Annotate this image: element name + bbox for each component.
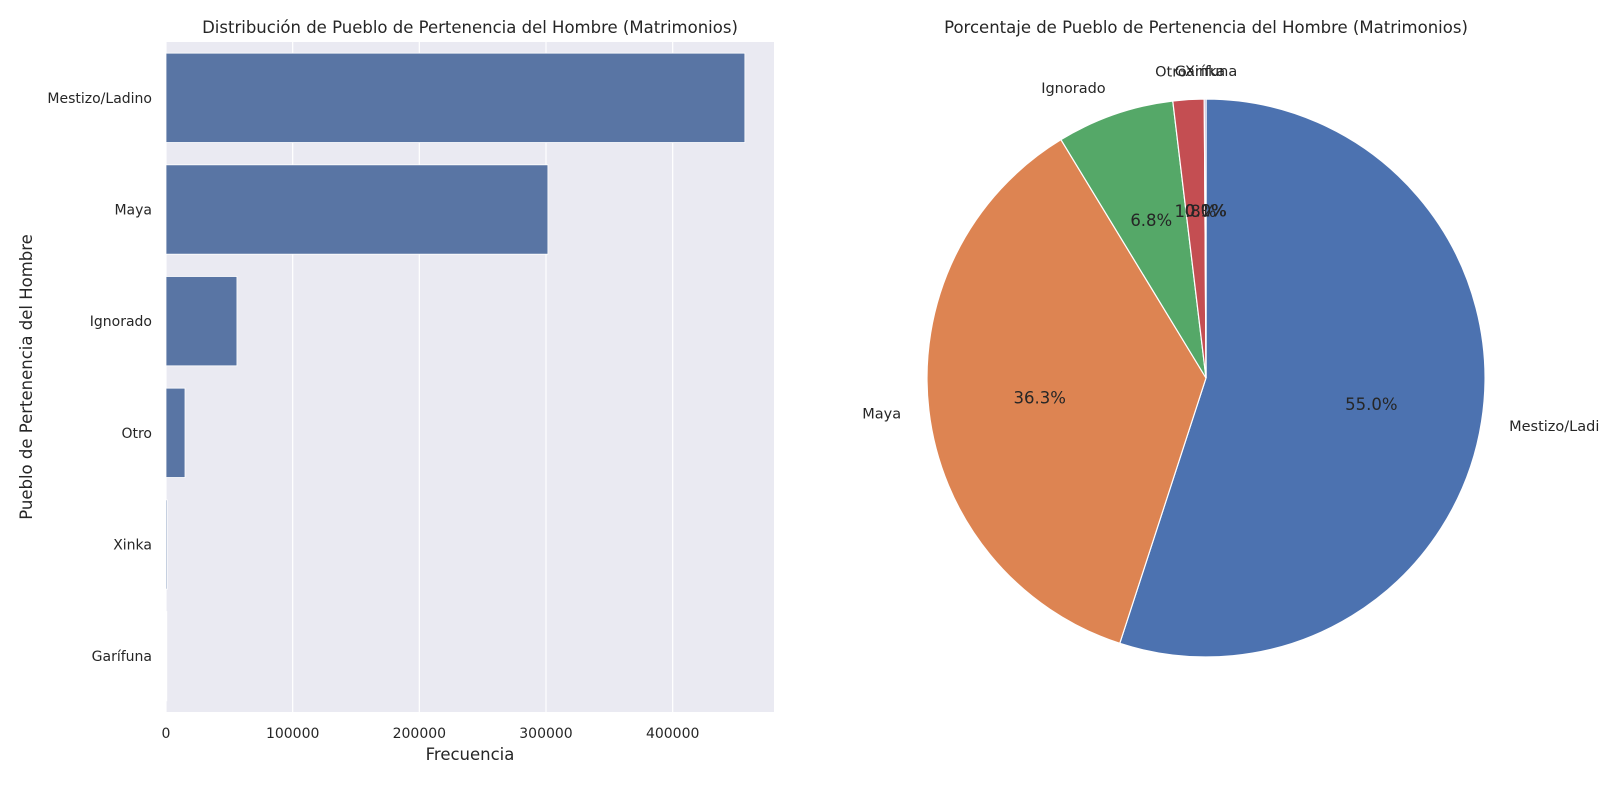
bar-mestizo-ladino [165,52,746,143]
pie-chart-slices [926,98,1486,658]
pie-slice-mestizo-ladino [1119,98,1486,658]
pie-pct-label-ignorado: 6.8% [1130,211,1172,230]
bar-chart-x-tick-label: 0 [162,726,171,742]
pie-pct-label-xinka: 0.1% [1185,202,1227,221]
pie-pct-label-gar-funa: 0.0% [1185,202,1227,221]
bar-chart-y-tick-label: Otro [121,426,152,442]
bar-xinka [165,499,168,590]
bar-ignorado [165,276,238,367]
pie-pct-label-maya: 36.3% [1014,388,1066,407]
bar-chart-x-tick-label: 400000 [646,726,699,742]
pie-slice-ignorado [1060,100,1207,379]
pie-label-otro: Otro [1155,65,1187,81]
bar-chart-x-tick-label: 300000 [519,726,572,742]
pie-chart-title: Porcentaje de Pueblo de Pertenencia del … [944,18,1468,37]
bar-chart-y-tick-label: Ignorado [90,314,152,330]
bar-chart-x-tick-labels: 0 100000 200000 300000 400000 [162,726,700,742]
pie-slice-maya [926,138,1207,645]
bar-chart-bars [165,52,746,702]
bar-chart-x-tick-label: 200000 [393,726,446,742]
bar-chart: Mestizo/Ladino Maya Ignorado Otro Xinka Garíf… [17,18,774,764]
bar-chart-title: Distribución de Pueblo de Pertenencia de… [202,18,738,37]
pie-label-gar-funa: Garífuna [1175,64,1237,80]
pie-pct-label-mestizo-ladino: 55.0% [1345,395,1397,414]
pie-pct-label-otro: 1.8% [1175,202,1217,221]
bar-chart-y-tick-label: Maya [114,203,152,219]
bar-chart-grid [165,42,674,712]
bar-maya [165,164,549,255]
pie-label-xinka: Xinka [1185,64,1225,80]
bar-chart-x-axis-label: Frecuencia [426,745,515,764]
bar-otro [165,387,186,478]
bar-chart-y-tick-label: Mestizo/Ladino [47,91,152,107]
pie-chart-labels: Mestizo/Ladino 55.0% Maya 36.3% Ignorado 6.8%… [862,64,1600,435]
pie-label-maya: Maya [862,407,901,423]
bar-chart-y-tick-labels: Mestizo/Ladino Maya Ignorado Otro Xinka Garíf… [47,91,152,665]
pie-chart: Porcentaje de Pueblo de Pertenencia del … [862,18,1600,658]
bar-gar-funa [165,611,168,702]
bar-chart-y-tick-label: Xinka [113,538,152,554]
bar-chart-y-tick-label: Garífuna [92,649,152,665]
bar-chart-x-tick-label: 100000 [266,726,319,742]
pie-label-ignorado: Ignorado [1041,81,1106,97]
bar-chart-y-axis-label: Pueblo de Pertenencia del Hombre [17,234,36,520]
pie-label-mestizo-ladino: Mestizo/Ladino [1509,419,1600,435]
